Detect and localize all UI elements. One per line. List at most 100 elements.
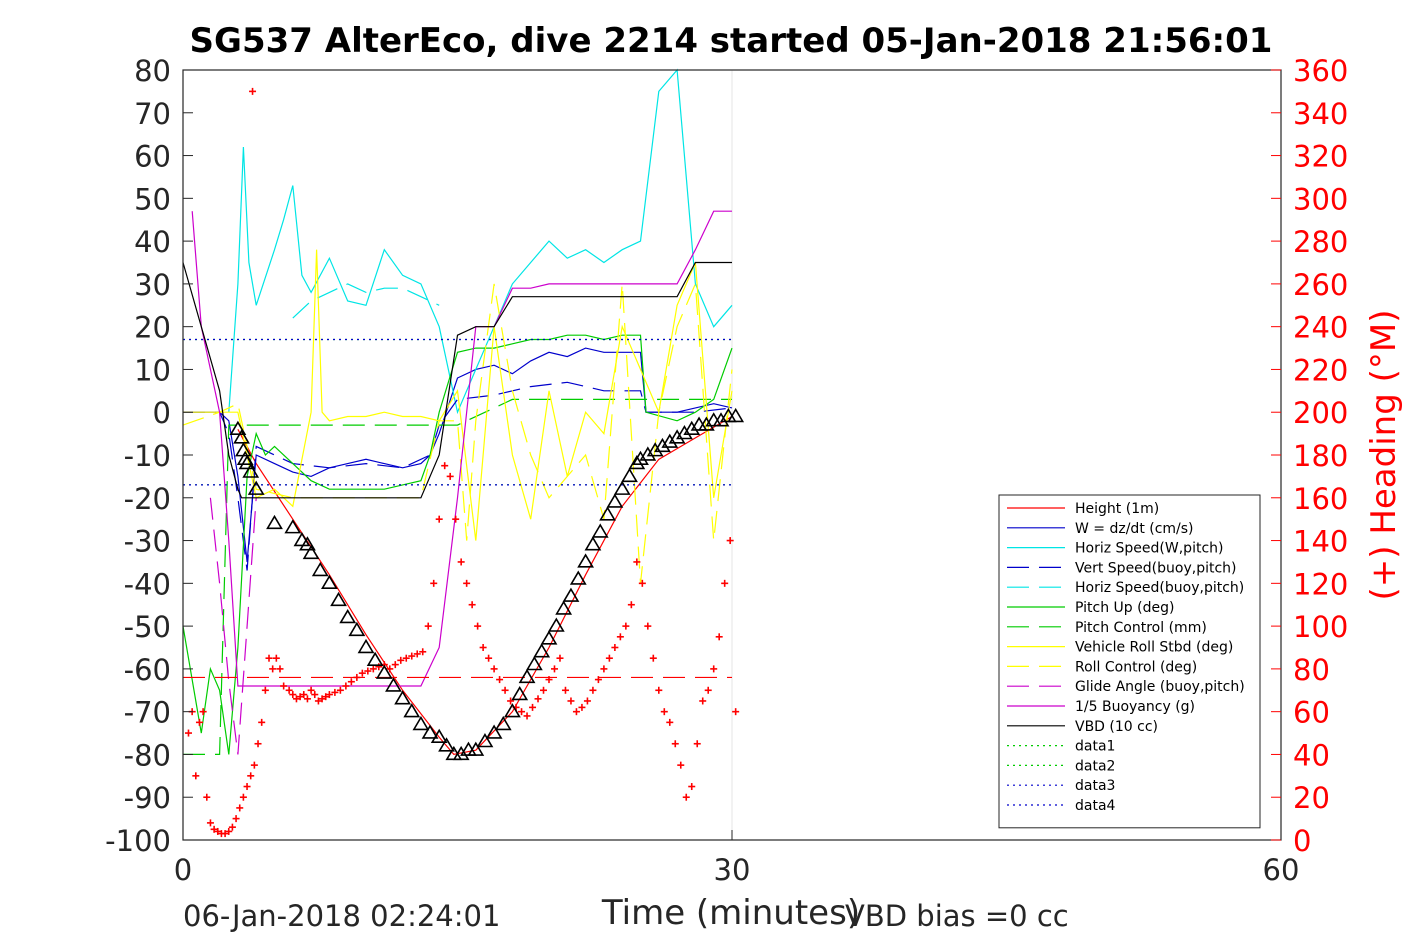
triangle-marker	[569, 570, 587, 585]
heading-point	[655, 686, 663, 694]
y-tick-label: -20	[124, 482, 171, 516]
legend-label: Height (1m)	[1075, 501, 1159, 517]
heading-point	[446, 472, 454, 480]
y2-tick-label: 180	[1293, 439, 1348, 473]
heading-point	[276, 665, 284, 673]
heading-point	[594, 676, 602, 684]
triangle-marker	[676, 425, 693, 440]
triangle-marker	[525, 656, 543, 671]
heading-point	[518, 708, 526, 716]
heading-point	[578, 703, 586, 711]
heading-point	[325, 691, 333, 699]
heading-point	[474, 622, 482, 630]
y-tick-label: 40	[134, 225, 171, 259]
triangle-marker	[533, 643, 551, 658]
heading-point	[485, 654, 493, 662]
heading-point	[699, 697, 707, 705]
triangle-marker	[299, 536, 316, 551]
heading-point	[424, 622, 432, 630]
heading-point	[375, 663, 383, 671]
heading-point	[272, 654, 280, 662]
heading-point	[285, 686, 293, 694]
legend-label: VBD (10 cc)	[1075, 719, 1158, 735]
y2-tick-label: 280	[1293, 225, 1348, 259]
heading-point	[682, 793, 690, 801]
heading-point	[314, 697, 322, 705]
triangle-marker	[339, 608, 357, 624]
series-line-4	[292, 283, 440, 319]
heading-point	[258, 718, 266, 726]
triangle-marker	[577, 553, 594, 568]
legend-label: Vert Speed(buoy,pitch)	[1075, 560, 1237, 576]
y2-tick-label: 340	[1293, 97, 1348, 131]
heading-point	[353, 673, 361, 681]
heading-point	[611, 644, 619, 651]
heading-point	[192, 772, 200, 780]
triangle-marker	[238, 454, 256, 470]
heading-point	[265, 654, 273, 662]
heading-point	[206, 819, 214, 827]
y2-axis-label: (+) Heading (°M)	[1364, 310, 1404, 601]
triangle-marker	[330, 591, 347, 607]
heading-point	[430, 579, 438, 587]
heading-point	[250, 761, 258, 769]
legend-label: 1/5 Buoyancy (g)	[1075, 699, 1195, 715]
y-tick-label: -10	[124, 439, 171, 473]
x-tick-label: 30	[714, 853, 751, 887]
legend-label: Glide Angle (buoy,pitch)	[1075, 679, 1245, 695]
legend-label: data3	[1075, 778, 1115, 794]
triangle-marker	[348, 621, 366, 637]
triangle-marker	[494, 715, 512, 731]
heading-point	[567, 697, 575, 705]
heading-point	[311, 691, 319, 699]
triangle-marker	[628, 454, 646, 470]
series-line-6	[183, 398, 732, 756]
y2-tick-label: 240	[1293, 311, 1348, 345]
y2-tick-label: 300	[1293, 182, 1348, 216]
heading-point	[397, 656, 405, 664]
x-axis-label: Time (minutes)	[601, 893, 860, 933]
heading-point	[347, 678, 355, 686]
triangle-marker	[302, 544, 320, 560]
legend-label: Pitch Control (mm)	[1075, 620, 1207, 636]
heading-point	[239, 793, 247, 801]
y2-tick-label: 160	[1293, 482, 1348, 516]
legend-label: data4	[1075, 798, 1116, 814]
triangle-marker	[403, 703, 421, 718]
heading-point	[300, 691, 308, 699]
heading-point	[496, 676, 504, 684]
triangle-marker	[646, 442, 664, 457]
heading-point	[289, 691, 297, 699]
heading-point	[677, 761, 685, 769]
heading-point	[644, 622, 652, 630]
heading-point	[649, 654, 657, 662]
y-tick-label: 30	[134, 268, 171, 302]
heading-point	[633, 558, 641, 566]
y-tick-label: 50	[134, 182, 171, 216]
heading-point	[199, 708, 207, 716]
heading-point	[210, 825, 218, 833]
y-tick-label: 60	[134, 140, 171, 174]
triangle-marker	[654, 437, 671, 453]
triangle-markers	[229, 407, 745, 761]
heading-point	[616, 633, 624, 641]
triangle-marker	[242, 463, 260, 478]
heading-point	[236, 804, 244, 812]
heading-point	[622, 622, 630, 630]
y2-tick-label: 320	[1293, 140, 1348, 174]
triangle-marker	[421, 724, 439, 739]
heading-point	[540, 686, 548, 694]
heading-point	[261, 686, 269, 694]
heading-point	[721, 579, 729, 587]
heading-point	[688, 783, 696, 791]
heading-point	[228, 823, 236, 831]
series-line-7	[183, 249, 733, 541]
y-tick-label: -90	[124, 781, 171, 815]
heading-point	[225, 827, 233, 835]
heading-point	[704, 686, 712, 694]
y-tick-label: -50	[124, 610, 171, 644]
heading-point	[490, 665, 498, 673]
heading-point	[280, 682, 288, 690]
heading-point	[336, 686, 344, 694]
triangle-marker	[639, 446, 657, 461]
